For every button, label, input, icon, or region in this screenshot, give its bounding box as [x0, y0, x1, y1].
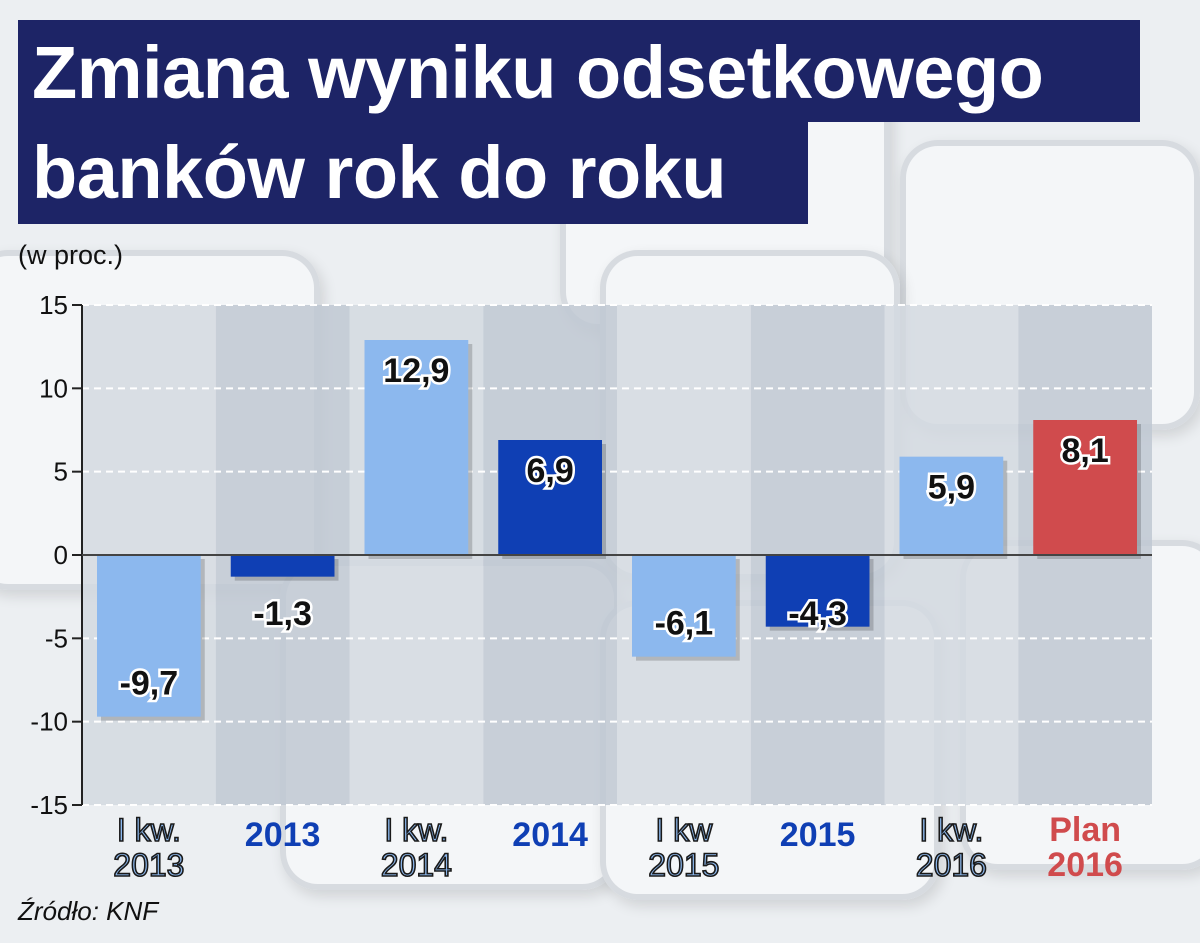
x-tick-label: I kw. — [117, 812, 181, 848]
x-tick-label: I kw — [655, 812, 713, 848]
chart-title-line-2: banków rok do roku — [32, 131, 727, 214]
y-axis-unit-label: (w proc.) — [18, 240, 124, 270]
x-category-label: I kw.2014 — [380, 811, 453, 884]
y-tick-label: -10 — [30, 707, 68, 737]
bar — [632, 555, 736, 657]
x-category-label: 2014 — [512, 816, 588, 854]
y-tick-label: 15 — [39, 290, 68, 320]
x-category-label: 2015 — [780, 816, 856, 854]
chart-title-line-1: Zmiana wyniku odsetkowego — [32, 31, 1044, 114]
source-note: Źródło: KNF — [18, 896, 159, 926]
bar — [97, 555, 201, 717]
title-background — [18, 120, 808, 224]
x-category-label: I kw.2016 — [915, 811, 988, 884]
y-tick-label: -5 — [45, 623, 68, 653]
bar-value-label: 6,9 — [526, 452, 573, 490]
x-tick-label: 2015 — [780, 816, 856, 854]
x-tick-label: Plan — [1049, 811, 1121, 849]
y-tick-label: 0 — [54, 540, 68, 570]
x-tick-label: 2014 — [381, 847, 452, 883]
x-tick-label: I kw. — [384, 812, 448, 848]
bar — [765, 555, 870, 627]
x-tick-label: 2015 — [648, 847, 719, 883]
bar-value-label: -6,1 — [655, 605, 714, 643]
y-tick-label: -15 — [30, 790, 68, 820]
title-background — [18, 20, 1140, 122]
bar-value-label: -1,3 — [253, 595, 312, 633]
bar-value-label: -4,3 — [788, 595, 847, 633]
bar-value-label: 12,9 — [383, 352, 449, 390]
bar — [230, 555, 335, 577]
x-tick-label: 2016 — [916, 847, 987, 883]
x-tick-label: 2016 — [1047, 846, 1123, 884]
x-tick-label: 2014 — [512, 816, 588, 854]
x-tick-label: 2013 — [113, 847, 184, 883]
x-tick-label: I kw. — [919, 812, 983, 848]
bar-value-label: 5,9 — [928, 469, 975, 507]
x-category-label: 2013 — [245, 816, 321, 854]
y-tick-label: 5 — [54, 457, 68, 487]
bar-value-label: -9,7 — [120, 665, 179, 703]
x-category-label: I kw.2013 — [112, 811, 185, 884]
bar — [364, 340, 469, 555]
y-tick-label: 10 — [39, 373, 68, 403]
bar-value-label: 8,1 — [1061, 432, 1108, 470]
bar — [899, 456, 1004, 555]
bar — [1033, 420, 1137, 555]
x-tick-label: 2013 — [245, 816, 321, 854]
bar — [498, 440, 602, 555]
